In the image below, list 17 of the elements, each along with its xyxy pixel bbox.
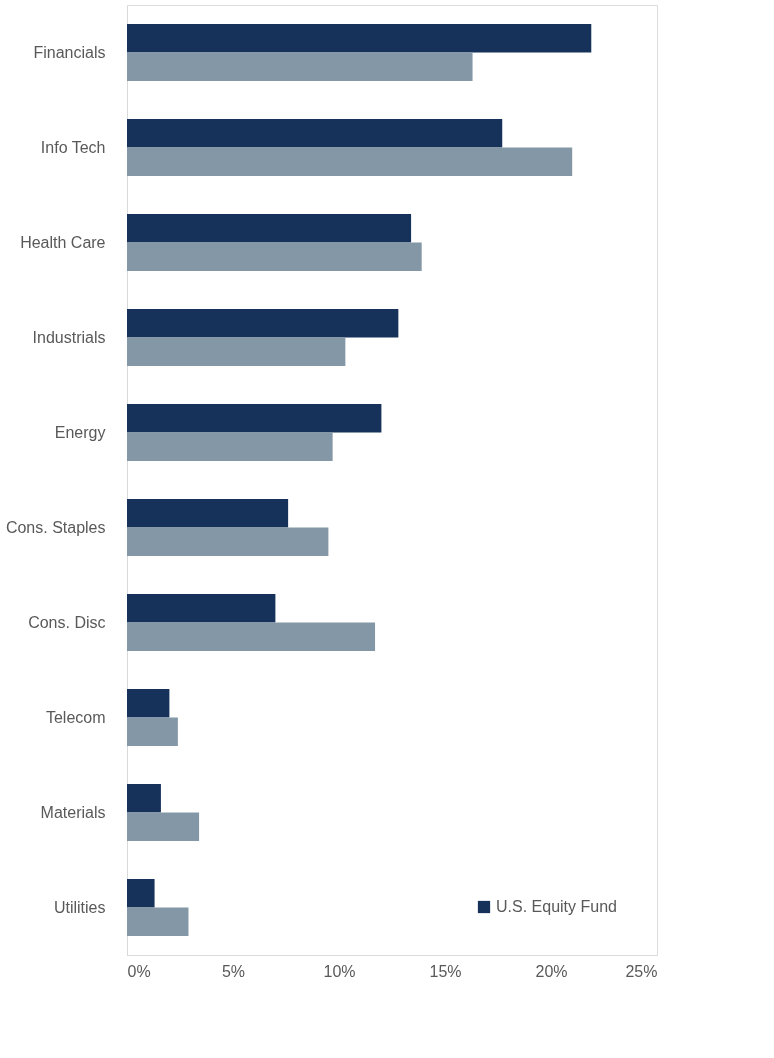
y-tick-label: Telecom [45, 708, 106, 726]
x-tick-label: 25% [625, 962, 658, 980]
x-tick-label: 0% [127, 962, 151, 980]
y-tick-label: Financials [33, 43, 106, 61]
y-tick-label: Info Tech [40, 138, 106, 156]
legend-label: U.S. Equity Fund [496, 898, 617, 915]
y-tick-label: Materials [40, 803, 106, 821]
x-tick-label: 5% [221, 962, 246, 980]
y-tick-label: Health Care [20, 233, 106, 251]
y-tick-label: Cons. Disc [28, 613, 106, 631]
x-tick-label: 10% [323, 962, 356, 980]
x-tick-label: 20% [535, 962, 568, 980]
y-tick-label: Energy [54, 423, 106, 441]
y-tick-label: Utilities [53, 898, 106, 916]
x-tick-label: 15% [429, 962, 462, 980]
y-tick-label: Industrials [32, 328, 106, 346]
y-tick-label: Cons. Staples [5, 518, 106, 536]
